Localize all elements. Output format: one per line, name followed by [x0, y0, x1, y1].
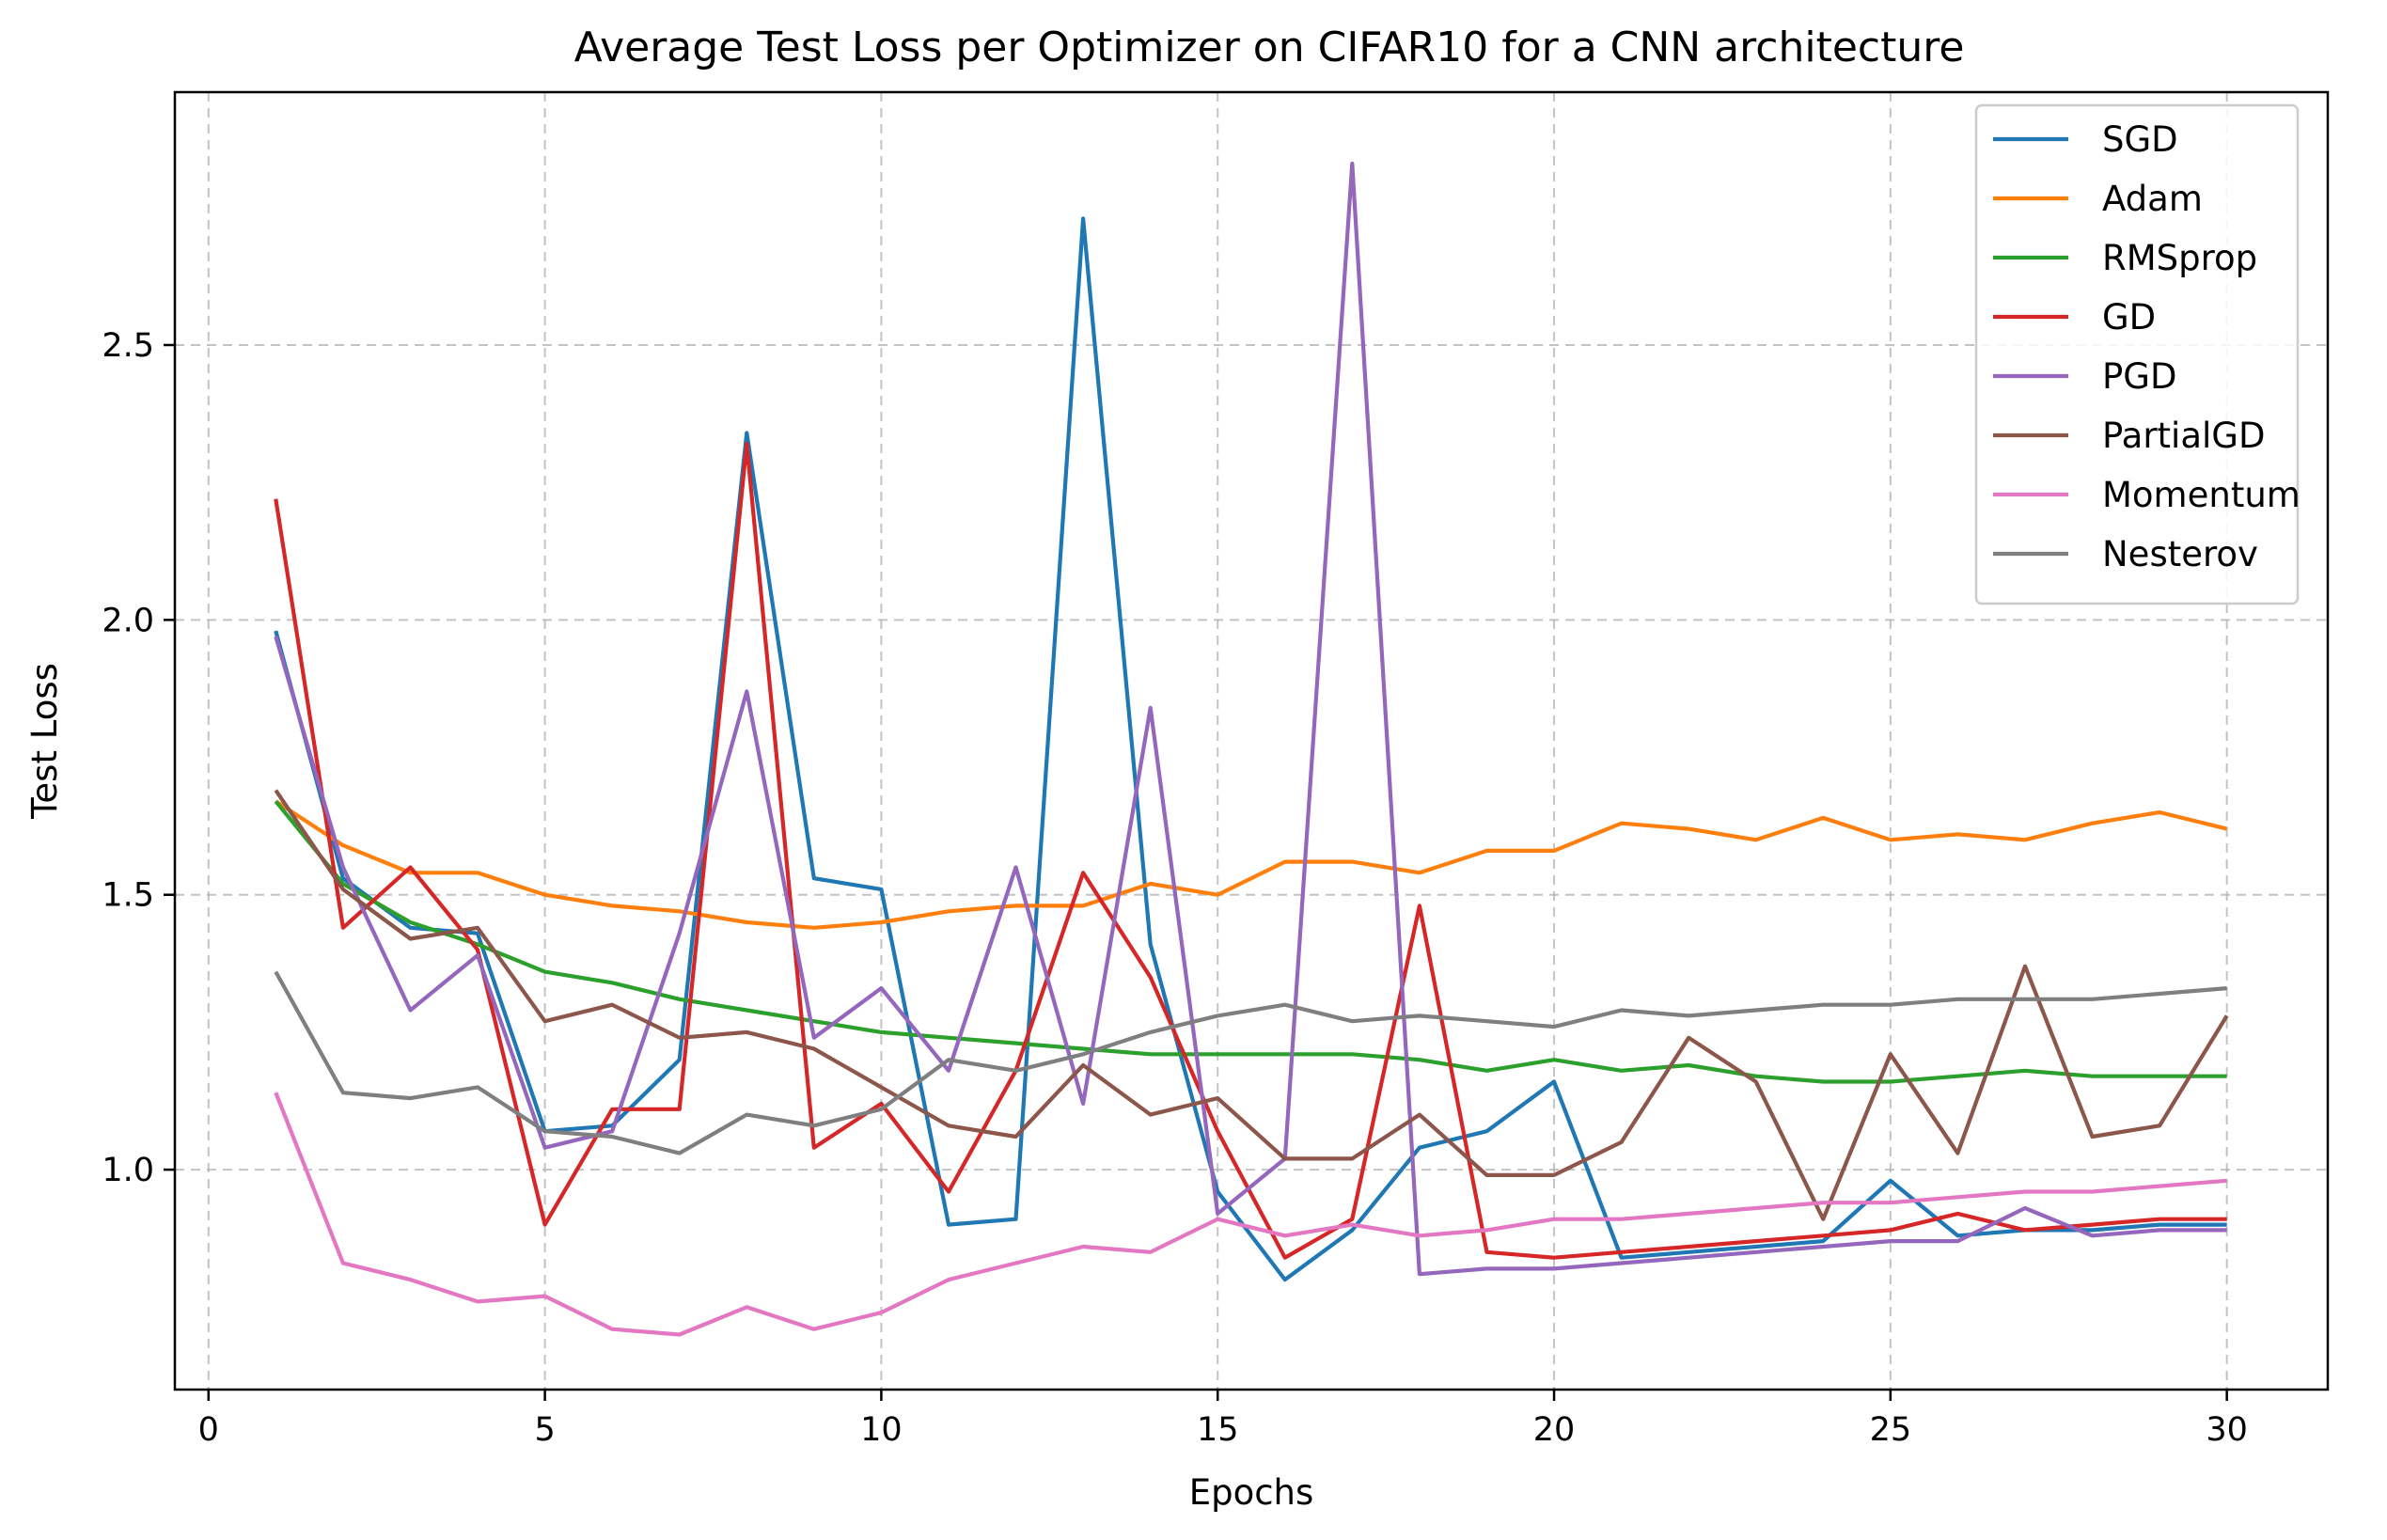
legend-label: RMSprop — [2102, 238, 2257, 278]
x-tick-label: 25 — [1870, 1411, 1912, 1449]
x-axis-label: Epochs — [1189, 1472, 1314, 1513]
y-tick-label: 1.0 — [102, 1152, 154, 1189]
legend-label: SGD — [2102, 119, 2178, 160]
series-line-adam — [275, 799, 2228, 930]
chart-title: Average Test Loss per Optimizer on CIFAR… — [574, 24, 1965, 71]
legend-label: Momentum — [2102, 475, 2301, 515]
y-tick-label: 2.0 — [102, 602, 154, 639]
y-tick-label: 2.5 — [102, 327, 154, 365]
legend-frame — [1974, 103, 2300, 605]
y-tick-label: 1.5 — [102, 877, 154, 915]
y-axis: 1.0 1.5 2.0 2.5 — [102, 327, 175, 1189]
legend-label: PartialGD — [2102, 416, 2265, 456]
series-line-rmsprop — [274, 799, 2227, 1084]
grid — [175, 92, 2328, 1390]
x-tick-label: 30 — [2206, 1411, 2248, 1449]
x-tick-label: 0 — [198, 1411, 219, 1449]
series-line-momentum — [274, 1092, 2227, 1337]
series-line-nesterov — [274, 970, 2227, 1155]
x-axis: 0 5 10 15 20 25 30 — [198, 1390, 2248, 1449]
series-line-gd — [274, 442, 2227, 1260]
series-line-partialgd — [274, 789, 2229, 1221]
plot-frame — [173, 90, 2330, 1391]
x-tick-label: 10 — [860, 1411, 903, 1449]
legend-label: Adam — [2102, 179, 2203, 219]
legend: SGD Adam RMSprop GD PGD PartialGD Momentum Nest… — [1974, 103, 2301, 605]
legend-label: GD — [2102, 297, 2156, 338]
x-tick-label: 15 — [1197, 1411, 1239, 1449]
legend-label: PGD — [2102, 356, 2176, 397]
x-tick-label: 5 — [534, 1411, 555, 1449]
legend-label: Nesterov — [2102, 534, 2258, 574]
plot-series — [274, 161, 2229, 1337]
y-axis-label: Test Loss — [24, 663, 65, 820]
x-tick-label: 20 — [1533, 1411, 1576, 1449]
